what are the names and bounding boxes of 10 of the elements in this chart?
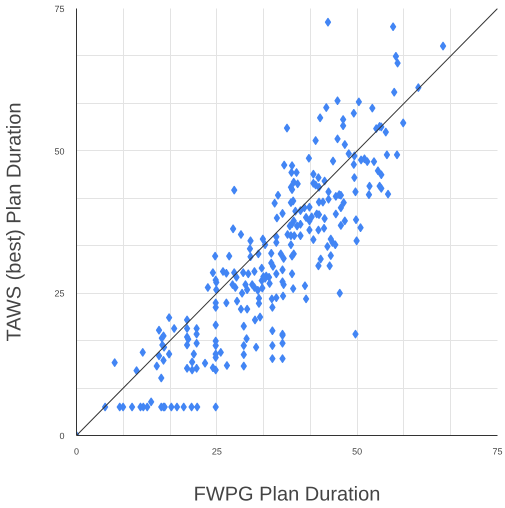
x-tick-label: 0	[74, 446, 80, 456]
y-tick-label: 25	[54, 288, 65, 299]
x-tick-label: 75	[492, 446, 503, 456]
x-axis-title: FWPG Plan Duration	[194, 484, 380, 506]
x-tick-label: 25	[212, 446, 222, 456]
y-tick-label: 75	[54, 4, 65, 14]
y-axis-title: TAWS (best) Plan Duration	[3, 102, 26, 342]
y-tick-label: 0	[59, 431, 65, 441]
x-tick-label: 50	[352, 446, 362, 456]
y-tick-label: 50	[54, 146, 65, 156]
